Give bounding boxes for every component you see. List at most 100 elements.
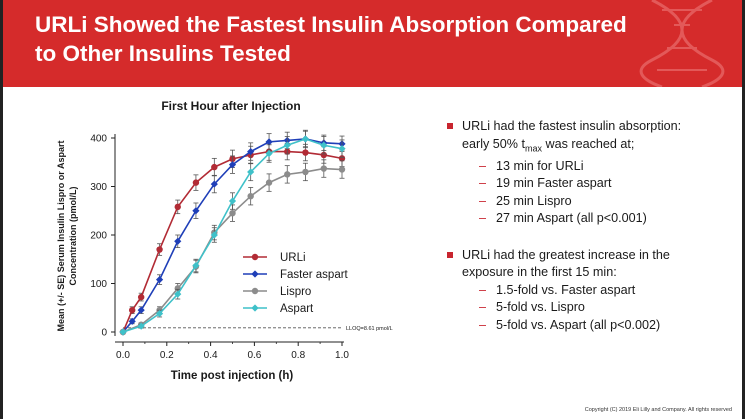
sub-item: –5-fold vs. Lispro [462, 299, 735, 317]
legend-marker-aspart [251, 304, 259, 312]
data-point-faster-aspart [265, 138, 273, 146]
sub-item-text: 19 min Faster aspart [496, 176, 612, 191]
sub-item: –5-fold vs. Aspart (all p<0.002) [462, 317, 735, 335]
legend-label-urli: URLi [280, 252, 306, 264]
y-tick-label: 400 [90, 134, 107, 145]
sub-item-text: 25 min Lispro [496, 193, 572, 208]
x-tick-label: 0.6 [247, 350, 261, 361]
dash-icon: – [479, 211, 487, 226]
x-tick-label: 0.4 [204, 350, 218, 361]
data-point-faster-aspart [155, 276, 164, 284]
data-point-urli [320, 151, 328, 159]
bullet-item-2: URLi had the greatest increase in the ex… [445, 247, 735, 335]
legend-label-aspart: Aspart [280, 303, 314, 315]
chart-title: First Hour after Injection [161, 99, 300, 113]
pk-line-chart: First Hour after Injection Mean (+/- SE)… [56, 99, 393, 382]
data-point-urli [211, 163, 218, 171]
y-tick-label: 200 [90, 231, 107, 242]
sub-item: –27 min Aspart (all p<0.001) [462, 210, 735, 228]
y-tick-label: 300 [90, 182, 107, 193]
data-point-aspart [265, 149, 273, 158]
copyright-notice: Copyright (C) 2019 Eli Lilly and Company… [584, 407, 732, 413]
slide-title: URLi Showed the Fastest Insulin Absorpti… [35, 10, 715, 68]
lloq-label: LLOQ=8.61 pmol/L [346, 326, 393, 332]
bullet-1-text-line-1: URLi had the fastest insulin absorption: [462, 119, 682, 133]
plot-area [119, 129, 346, 336]
slide-header: URLi Showed the Fastest Insulin Absorpti… [3, 0, 742, 87]
dash-icon: – [479, 300, 487, 315]
data-point-aspart [301, 135, 310, 143]
chart-legend: URLi Faster aspart Lispro Aspart [243, 252, 349, 315]
data-point-lispro [338, 166, 346, 173]
slide-title-line-1: URLi Showed the Fastest Insulin Absorpti… [35, 12, 627, 37]
sub-item-text: 5-fold vs. Lispro [496, 300, 585, 315]
data-point-aspart [174, 290, 182, 298]
data-point-aspart [320, 141, 328, 149]
dash-icon: – [479, 193, 487, 208]
sub-item: –25 min Lispro [462, 193, 735, 211]
sub-item: –1.5-fold vs. Faster aspart [462, 282, 735, 300]
data-point-lispro [247, 193, 254, 200]
dash-icon: – [479, 158, 487, 173]
data-point-faster-aspart [247, 147, 255, 156]
x-tick-label: 1.0 [335, 350, 349, 361]
chart-axes: 0 100 200 300 400 0.0 0.2 0.4 0.6 0.8 1.0 [90, 134, 349, 362]
data-point-aspart [228, 197, 237, 205]
legend-label-faster-aspart: Faster aspart [280, 269, 349, 281]
series-aspart [119, 129, 346, 336]
y-tick-label: 100 [90, 279, 107, 290]
bullet-2-text-line-2: exposure in the first 15 min: [462, 265, 617, 280]
data-point-lispro [320, 165, 328, 172]
data-point-urli [338, 155, 346, 162]
sub-item-text: 5-fold vs. Aspart (all p<0.002) [496, 317, 661, 332]
legend-marker-lispro [251, 287, 259, 295]
data-point-urli [156, 246, 163, 253]
data-point-aspart [119, 328, 127, 336]
data-point-lispro [229, 209, 236, 217]
x-tick-label: 0.0 [116, 350, 130, 361]
bullet-1-text-line-2: early 50% tmax was reached at; [462, 136, 735, 158]
data-point-aspart [283, 141, 291, 149]
y-tick-label: 0 [101, 328, 107, 339]
data-point-urli [302, 149, 309, 156]
x-axis-label: Time post injection (h) [171, 370, 294, 382]
data-point-faster-aspart [137, 306, 145, 314]
bullet-2-text-line-1: URLi had the greatest increase in the [462, 247, 670, 262]
data-point-lispro [284, 171, 291, 178]
data-point-aspart [247, 168, 255, 176]
data-point-faster-aspart [174, 237, 182, 245]
data-point-aspart [338, 145, 346, 153]
y-axis-label-line-2: Concentration (pmol/L) [68, 187, 78, 286]
series-faster-aspart [119, 130, 346, 336]
dash-icon: – [479, 176, 487, 191]
data-point-aspart [155, 309, 164, 318]
sub-item-text: 1.5-fold vs. Faster aspart [496, 282, 636, 297]
sub-item-text: 13 min for URLi [496, 158, 584, 173]
bullet-list: URLi had the fastest insulin absorption:… [445, 118, 735, 353]
slide-title-line-2: to Other Insulins Tested [35, 41, 291, 66]
data-point-urli [192, 179, 200, 186]
bullet-1-text-suffix: was reached at; [542, 136, 635, 151]
bullet-item-1: URLi had the fastest insulin absorption:… [445, 118, 735, 228]
bullet-marker-icon [447, 251, 453, 258]
dna-helix-watermark [639, 0, 725, 87]
sub-item: –13 min for URLi [462, 158, 735, 176]
data-point-urli [137, 293, 145, 301]
data-point-faster-aspart [128, 317, 136, 325]
data-point-faster-aspart [192, 207, 200, 215]
data-point-urli [174, 203, 181, 211]
data-point-aspart [210, 231, 218, 239]
bullet-1-text-subscript: max [525, 143, 543, 154]
y-axis-label: Mean (+/- SE) Serum Insulin Lispro or As… [56, 141, 78, 332]
sub-item-text: 27 min Aspart (all p<0.001) [496, 211, 647, 226]
legend-label-lispro: Lispro [280, 286, 311, 298]
dash-icon: – [479, 282, 487, 297]
data-point-lispro [302, 168, 309, 176]
legend-marker-urli [251, 253, 259, 261]
sub-item: –19 min Faster aspart [462, 175, 735, 193]
x-tick-label: 0.8 [291, 350, 305, 361]
data-point-lispro [174, 285, 181, 292]
data-point-faster-aspart [210, 180, 218, 188]
data-point-aspart [192, 261, 200, 270]
